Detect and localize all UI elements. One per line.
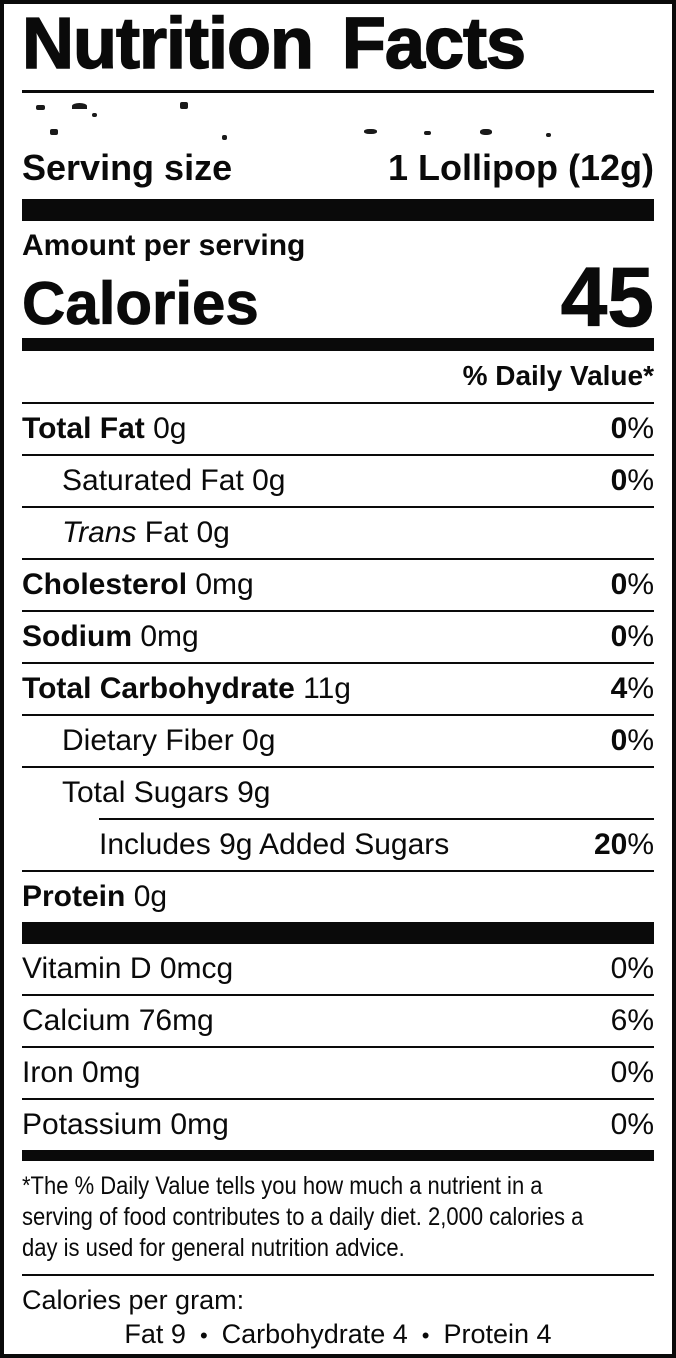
daily-value: 0% [610,619,654,653]
nutrient-name: Cholesterol 0mg [22,567,254,601]
daily-value: 0% [610,1107,654,1141]
daily-value: 0% [610,567,654,601]
title-divider [22,90,654,93]
nutrient-row: Saturated Fat 0g 0% [22,453,654,506]
calories-label: Calories [22,269,260,337]
amount-per-serving-label: Amount per serving [22,229,306,262]
daily-value: 4% [610,671,654,705]
calories-per-gram-section: Calories per gram: Fat 9 • Carbohydrate 4 •… [22,1276,654,1353]
nutrient-name: Total Carbohydrate 11g [22,671,351,705]
nutrient-row: Total Carbohydrate 11g 4% [22,661,654,714]
footnote-line: day is used for general nutrition advice… [22,1233,405,1262]
nutrient-name: Vitamin D 0mcg [22,951,234,985]
serving-size-row: Serving size 1 Lollipop (12g) [22,143,654,199]
calories-value: 45 [560,250,654,344]
nutrient-row: Dietary Fiber 0g 0% [22,713,654,766]
nutrient-row: Total Fat 0g 0% [22,401,654,454]
nutrient-name: Total Fat 0g [22,411,187,445]
nutrient-name: Total Sugars 9g [62,775,271,809]
nutrient-row: Total Sugars 9g [22,765,654,818]
bullet-separator: • [199,1322,208,1348]
daily-value: 20% [593,827,654,861]
micronutrient-rows-section: Vitamin D 0mcg 0% Calcium 76mg 6% Iron 0mg 0%… [22,944,654,1150]
footnote-line: serving of food contributes to a daily d… [22,1202,584,1231]
daily-value-footnote: *The % Daily Value tells you how much a … [22,1161,654,1274]
calories-per-gram-item: Carbohydrate 4 [221,1318,408,1349]
footnote-line: *The % Daily Value tells you how much a … [22,1171,543,1200]
footnote-divider [22,1273,654,1276]
nutrient-name: Protein 0g [22,879,168,913]
calories-row: Calories 45 [22,250,655,344]
daily-value: 0% [610,463,654,497]
nutrient-row: Vitamin D 0mcg 0% [22,944,654,994]
nutrient-row: Iron 0mg 0% [22,1045,654,1098]
nutrient-rows-section: Total Fat 0g 0% Saturated Fat 0g 0% Trans Fa… [22,401,654,922]
daily-value: 0% [610,411,654,445]
calories-per-gram-item: Fat 9 [124,1318,186,1349]
nutrient-name: Saturated Fat 0g [62,463,286,497]
serving-size-value: 1 Lollipop (12g) [388,147,654,188]
bullet-separator: • [421,1322,430,1348]
serving-size-label: Serving size [22,147,233,188]
label-title: Nutrition Facts [21,4,527,84]
daily-value: 0% [610,1055,654,1089]
nutrient-name: Trans Fat 0g [62,515,230,549]
nutrient-name: Calcium 76mg [22,1003,214,1037]
thick-divider [22,199,654,221]
medium-divider [22,337,654,351]
daily-value-header: % Daily Value* [462,359,654,391]
nutrient-row: Sodium 0mg 0% [22,609,654,662]
nutrient-name: Iron 0mg [22,1055,141,1089]
nutrient-name: Includes 9g Added Sugars [99,827,450,861]
calories-per-gram-values: Fat 9 • Carbohydrate 4 • Protein 4 [22,1317,654,1353]
calories-per-gram-label: Calories per gram: [22,1284,245,1315]
daily-value: 0% [610,723,654,757]
daily-value: 0% [610,951,654,985]
nutrient-row: Potassium 0mg 0% [22,1097,654,1150]
medium-divider [22,1149,654,1161]
nutrient-name: Potassium 0mg [22,1107,229,1141]
thick-divider [22,921,654,944]
nutrient-row: Protein 0g [22,869,654,922]
nutrient-row: Cholesterol 0mg 0% [22,557,654,610]
daily-value: 6% [610,1003,654,1037]
nutrient-name: Sodium 0mg [22,619,199,653]
nutrient-row: Trans Fat 0g [22,505,654,558]
nutrient-row: Includes 9g Added Sugars 20% [99,817,654,870]
calories-per-gram-item: Protein 4 [443,1318,552,1349]
nutrient-row: Calcium 76mg 6% [22,993,654,1046]
erased-servings-text [22,93,654,143]
nutrient-name: Dietary Fiber 0g [62,723,276,757]
